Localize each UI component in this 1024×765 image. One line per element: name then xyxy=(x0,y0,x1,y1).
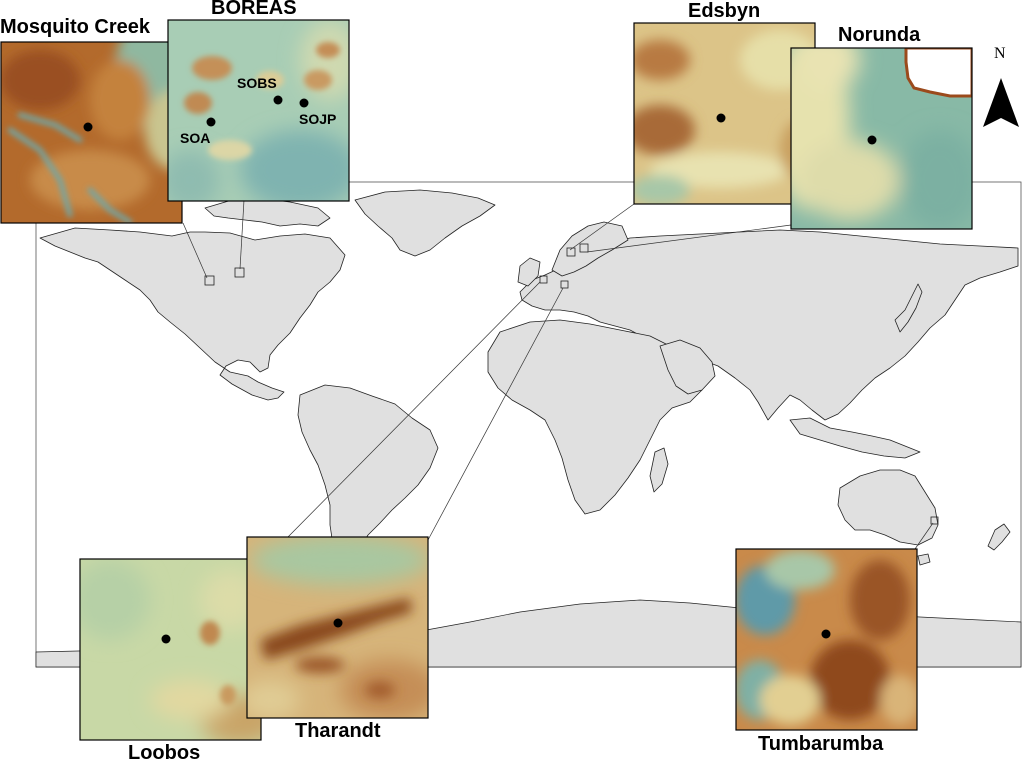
site-marker-tumbarumba xyxy=(821,629,831,639)
leader-line-edsbyn xyxy=(569,203,635,251)
label-tumbarumba: Tumbarumba xyxy=(758,733,884,755)
site-box-boreas xyxy=(234,267,245,278)
site-box-tumbarumba xyxy=(930,516,939,525)
africa xyxy=(487,319,703,515)
new-zealand xyxy=(987,523,1011,551)
british-isles xyxy=(517,257,541,287)
leader-line-tharandt xyxy=(427,287,564,541)
inset-mosquito-creek xyxy=(0,41,183,224)
label-sobs: SOBS xyxy=(237,75,277,91)
continents xyxy=(39,189,1019,571)
tasmania xyxy=(917,553,931,566)
site-marker-sojp xyxy=(299,98,309,108)
leader-line-mosquito-creek xyxy=(182,222,208,279)
inset-tumbarumba xyxy=(735,548,918,731)
label-sojp: SOJP xyxy=(299,111,337,127)
site-marker-loobos xyxy=(161,634,171,644)
north-arrow-icon xyxy=(983,78,1019,127)
leader-lines xyxy=(182,199,934,550)
leader-line-norunda xyxy=(586,224,792,253)
inset-edsbyn xyxy=(633,22,816,205)
leader-line-boreas xyxy=(239,199,245,270)
label-mosquito-creek: Mosquito Creek xyxy=(0,16,151,38)
site-box-edsbyn xyxy=(566,247,576,257)
site-marker-mosquito-creek xyxy=(83,122,93,132)
inset-boreas xyxy=(167,19,350,202)
inset-loobos xyxy=(79,558,262,741)
site-marker-edsbyn xyxy=(716,113,726,123)
greenland xyxy=(354,189,496,257)
site-marker-sobs xyxy=(273,95,283,105)
site-box-loobos xyxy=(539,275,548,284)
label-norunda: Norunda xyxy=(838,24,921,46)
south-america xyxy=(297,384,439,571)
north-label: N xyxy=(994,45,1006,62)
site-box-mosquito-creek xyxy=(204,275,215,286)
japan xyxy=(894,283,923,333)
leader-line-tumbarumba xyxy=(914,522,934,550)
label-soa: SOA xyxy=(180,130,211,146)
leader-line-loobos xyxy=(284,281,541,541)
se-asia-islands xyxy=(789,417,921,459)
label-boreas: BOREAS xyxy=(211,0,297,19)
label-loobos: Loobos xyxy=(128,742,201,764)
site-box-tharandt xyxy=(560,280,569,289)
inset-tharandt xyxy=(246,536,429,719)
inset-norunda xyxy=(790,47,973,230)
site-marker-soa xyxy=(206,117,216,127)
australia xyxy=(837,469,939,546)
site-marker-norunda xyxy=(867,135,877,145)
site-box-norunda xyxy=(579,243,589,253)
label-edsbyn: Edsbyn xyxy=(688,0,761,22)
arabia xyxy=(659,339,716,395)
site-marker-tharandt xyxy=(333,618,343,628)
scandinavia xyxy=(551,221,629,277)
madagascar xyxy=(649,447,669,493)
north-america xyxy=(39,227,346,401)
site-location-boxes xyxy=(204,243,939,525)
label-tharandt: Tharandt xyxy=(295,720,381,742)
